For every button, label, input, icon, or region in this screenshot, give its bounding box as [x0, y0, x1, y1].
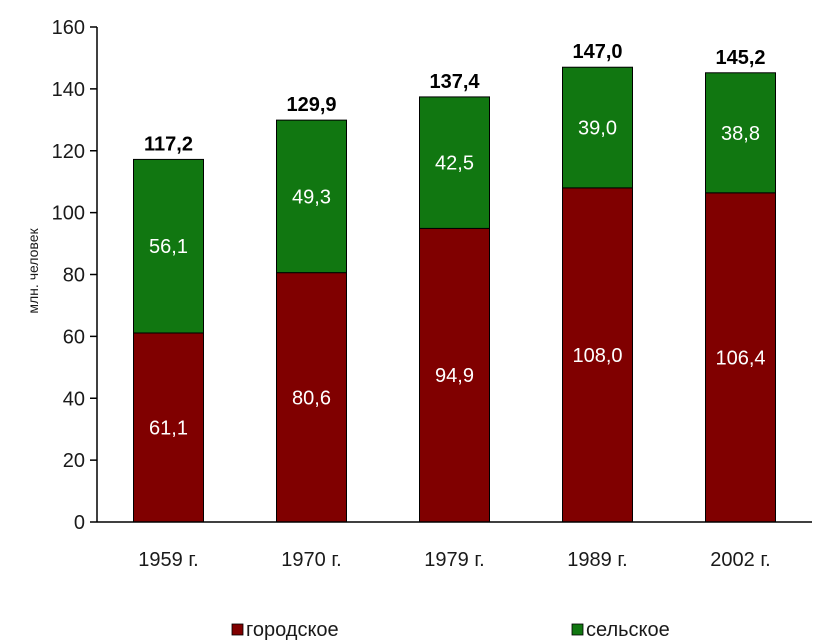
- y-tick-label: 0: [74, 512, 85, 534]
- data-label: 42,5: [435, 153, 474, 175]
- x-tick-label: 1970 г.: [281, 549, 341, 571]
- y-tick-label: 80: [63, 265, 85, 287]
- bar-segment-rural: [562, 66, 633, 189]
- data-label: 94,9: [435, 365, 474, 387]
- data-label: 56,1: [149, 236, 188, 258]
- y-tick-label: 100: [52, 203, 85, 225]
- x-axis: 1959 г. 1970 г. 1979 г. 1989 г. 2002 г.: [97, 521, 812, 571]
- y-tick-label: 20: [63, 450, 85, 472]
- legend-label: сельское: [586, 619, 670, 641]
- legend-swatch: [231, 623, 244, 636]
- data-label: 61,1: [149, 417, 188, 439]
- total-label: 137,4: [429, 71, 480, 93]
- y-tick-label: 120: [52, 141, 85, 163]
- data-label: 108,0: [572, 345, 622, 367]
- x-tick-label: 2002 г.: [710, 549, 770, 571]
- bar-segment-rural: [133, 158, 204, 334]
- bar-segment-urban: [419, 227, 490, 523]
- y-axis-title: млн. человек: [25, 228, 41, 314]
- legend: городское сельское: [231, 619, 670, 641]
- legend-label: городское: [246, 619, 339, 641]
- x-tick-label: 1979 г.: [424, 549, 484, 571]
- bar-segment-urban: [705, 192, 776, 523]
- data-label: 39,0: [578, 118, 617, 140]
- total-label: 129,9: [286, 94, 336, 116]
- y-tick-label: 140: [52, 79, 85, 101]
- bar-segment-rural: [705, 72, 776, 194]
- data-label: 106,4: [715, 347, 765, 369]
- data-label: 80,6: [292, 387, 331, 409]
- bars: 61,1 56,1 117,2 80,6 49,3 129,9 94,9 42,5 137,4 1…: [133, 41, 776, 523]
- bar-segment-urban: [562, 187, 633, 523]
- y-tick-label: 60: [63, 326, 85, 348]
- bar-segment-rural: [276, 119, 347, 274]
- y-tick-label: 160: [52, 17, 85, 39]
- legend-swatch: [571, 623, 584, 636]
- total-label: 117,2: [144, 133, 193, 155]
- x-tick-label: 1989 г.: [567, 549, 627, 571]
- total-label: 145,2: [715, 47, 765, 69]
- total-label: 147,0: [572, 41, 622, 63]
- data-label: 49,3: [292, 186, 331, 208]
- x-tick-label: 1959 г.: [138, 549, 198, 571]
- bar-segment-rural: [419, 96, 490, 229]
- data-label: 38,8: [721, 123, 760, 145]
- y-axis: 0 20 40 60 80 100 120 140 160: [52, 17, 98, 534]
- y-tick-label: 40: [63, 388, 85, 410]
